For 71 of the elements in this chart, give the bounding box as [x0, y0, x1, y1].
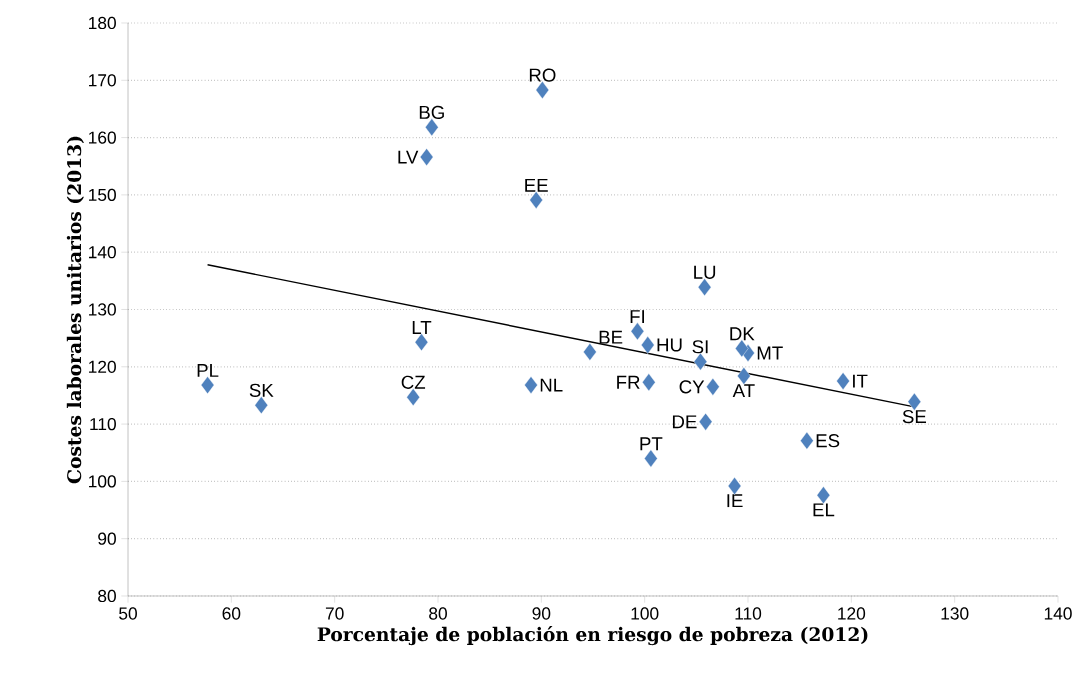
point	[524, 376, 538, 394]
point	[414, 333, 429, 352]
x-tick-label: 110	[735, 607, 762, 620]
y-tick-label: 100	[89, 475, 116, 488]
x-tick-label: 130	[941, 607, 969, 620]
annotation: SE	[902, 409, 927, 424]
x-tick-label: 100	[631, 607, 659, 620]
annotation: EE	[525, 178, 548, 192]
y-tick-label: 80	[98, 589, 116, 603]
annotation: LV	[398, 150, 419, 164]
point	[254, 396, 269, 415]
point	[583, 343, 597, 361]
point	[641, 336, 655, 354]
point	[737, 367, 751, 385]
annotation: BG	[419, 105, 444, 120]
annotation: CZ	[401, 375, 426, 389]
annotation: CY	[679, 380, 705, 394]
x-axis-title: Porcentaje de población en riesgo de pobreza (2012)	[317, 626, 868, 646]
annotation: HU	[657, 338, 682, 352]
y-tick-label: 110	[90, 417, 116, 431]
annotation: DK	[730, 327, 755, 341]
point	[642, 373, 656, 392]
point	[800, 431, 814, 450]
annotation: NL	[540, 378, 563, 392]
y-tick-label: 130	[89, 303, 116, 316]
annotation: AT	[732, 384, 755, 398]
x-tick-label: 50	[119, 607, 137, 620]
point	[529, 191, 543, 209]
point	[697, 278, 712, 297]
annotation: PT	[640, 437, 663, 451]
y-tick-label: 180	[89, 16, 116, 30]
point	[816, 486, 831, 504]
annotation: SK	[249, 383, 274, 397]
annotation: PL	[197, 364, 219, 377]
point	[836, 372, 850, 390]
annotation: FR	[617, 375, 640, 389]
annotation: BE	[599, 330, 623, 344]
y-tick-label: 120	[89, 360, 116, 373]
x-tick-label: 70	[325, 607, 344, 620]
point	[425, 118, 439, 137]
annotation: SI	[692, 340, 708, 354]
point	[706, 377, 720, 396]
annotation: LU	[694, 265, 716, 279]
point	[698, 412, 713, 431]
annotation: RO	[529, 68, 556, 82]
point	[406, 388, 420, 407]
annotation: FI	[630, 310, 645, 323]
annotation: LT	[412, 321, 432, 334]
point	[535, 81, 550, 99]
annotation: IE	[727, 494, 743, 508]
x-tick-label: 80	[429, 607, 447, 620]
y-tick-label: 140	[89, 246, 116, 259]
x-tick-label: 90	[532, 607, 551, 620]
annotation: IT	[853, 374, 868, 388]
point	[419, 148, 434, 166]
annotation: DE	[672, 415, 697, 429]
point	[630, 322, 645, 341]
point	[200, 376, 215, 394]
annotation: ES	[816, 434, 840, 448]
x-tick-label: 120	[838, 607, 866, 620]
x-tick-label: 60	[222, 607, 241, 620]
point	[907, 392, 922, 411]
point	[727, 477, 742, 495]
annotation: MT	[757, 346, 783, 360]
y-tick-label: 150	[89, 188, 116, 202]
y-tick-label: 160	[89, 131, 116, 144]
y-tick-label: 170	[89, 74, 116, 87]
annotation: EL	[813, 503, 835, 517]
y-axis-title: Costes laborales unitarios (2013)	[66, 136, 84, 484]
x-tick-label: 140	[1044, 607, 1072, 620]
y-tick-label: 90	[98, 532, 116, 545]
